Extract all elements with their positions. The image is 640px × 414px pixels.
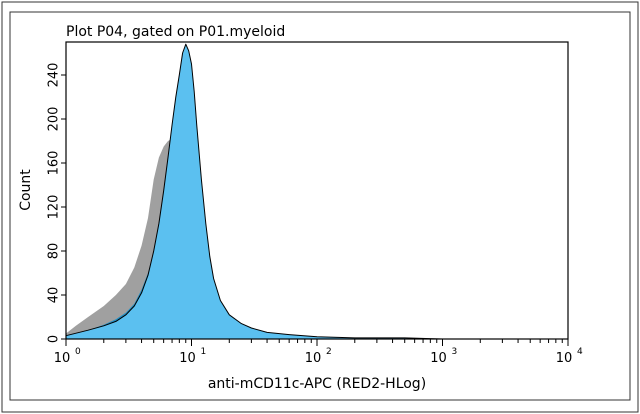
x-axis-title: anti-mCD11c-APC (RED2-HLog) xyxy=(208,376,426,392)
x-tick-exponent: 3 xyxy=(452,347,458,357)
y-tick-label: 40 xyxy=(47,287,62,304)
y-axis: 0 40 80 120 160 200 240 xyxy=(47,63,66,343)
inner-border xyxy=(9,11,631,401)
x-tick-exponent: 2 xyxy=(326,347,332,357)
x-tick-exponent: 1 xyxy=(201,347,207,357)
series-light-blue-outlined xyxy=(65,43,443,340)
x-tick-label: 10 xyxy=(54,351,71,366)
histogram-series xyxy=(65,43,443,340)
y-tick-label: 240 xyxy=(47,63,62,88)
y-tick-label: 80 xyxy=(47,243,62,260)
y-tick-label: 160 xyxy=(47,151,62,176)
y-tick-label: 200 xyxy=(47,107,62,132)
y-tick-label: 0 xyxy=(47,335,62,343)
y-tick-label: 120 xyxy=(47,195,62,220)
chart-title: Plot P04, gated on P01.myeloid xyxy=(66,24,285,40)
x-tick-exponent: 4 xyxy=(577,347,583,357)
x-tick-label: 10 xyxy=(179,351,196,366)
x-tick-exponent: 0 xyxy=(75,347,81,357)
x-axis: 10 0 10 1 10 2 10 3 10 4 xyxy=(54,339,583,366)
x-tick-label: 10 xyxy=(556,351,573,366)
x-tick-label: 10 xyxy=(430,351,447,366)
x-tick-label: 10 xyxy=(305,351,322,366)
y-axis-title: Count xyxy=(18,169,34,211)
